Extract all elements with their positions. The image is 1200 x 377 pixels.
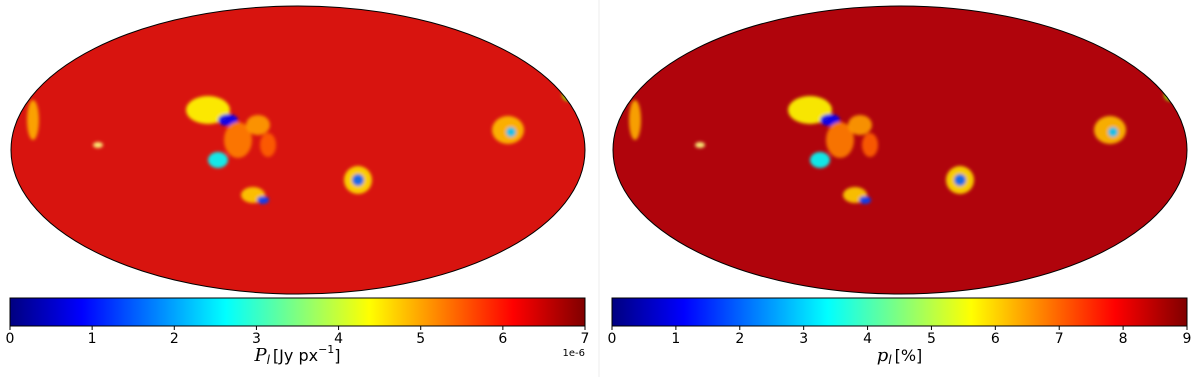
colorbar-tick-label: 6 bbox=[991, 331, 1000, 347]
colorbar-tick-label: 0 bbox=[6, 331, 15, 347]
colorbar-tick-label: 2 bbox=[735, 331, 744, 347]
map-feature bbox=[810, 152, 830, 168]
map-feature bbox=[246, 115, 270, 135]
map-feature bbox=[848, 115, 872, 135]
colorbar-label: pl [%] bbox=[877, 345, 923, 367]
map-feature bbox=[218, 114, 238, 126]
colorbar-tick-label: 4 bbox=[334, 331, 343, 347]
sky-map bbox=[11, 6, 585, 294]
map-structure bbox=[27, 89, 574, 204]
colorbar-tick-label: 1 bbox=[88, 331, 97, 347]
map-feature bbox=[954, 174, 966, 186]
label-subscript: l bbox=[267, 353, 271, 367]
map-feature bbox=[208, 152, 228, 168]
sky-map bbox=[613, 6, 1187, 294]
colorbar bbox=[9, 297, 586, 327]
label-symbol: p bbox=[877, 345, 889, 366]
label-close: ] bbox=[334, 346, 340, 365]
map-feature bbox=[257, 196, 269, 204]
colorbar bbox=[611, 297, 1188, 327]
map-feature bbox=[862, 133, 878, 157]
colorbar-tick-label: 2 bbox=[170, 331, 179, 347]
colorbar-tick-label: 9 bbox=[1183, 331, 1192, 347]
map-feature bbox=[826, 122, 854, 158]
colorbar-tick-label: 7 bbox=[581, 331, 590, 347]
colorbar-tick-label: 5 bbox=[927, 331, 936, 347]
map-feature bbox=[27, 100, 39, 140]
map-feature bbox=[820, 114, 840, 126]
map-feature bbox=[629, 100, 641, 140]
label-exponent: −1 bbox=[318, 343, 334, 356]
map-outline bbox=[612, 5, 1188, 295]
colorbar-tick-label: 7 bbox=[1055, 331, 1064, 347]
map-feature bbox=[260, 133, 276, 157]
colorbar-tick-label: 3 bbox=[252, 331, 261, 347]
map-feature bbox=[788, 96, 832, 124]
colorbar-offset: 1e-6 bbox=[563, 348, 586, 359]
colorbar-tick-label: 1 bbox=[671, 331, 680, 347]
colorbar-tick-label: 5 bbox=[416, 331, 425, 347]
map-feature bbox=[186, 96, 230, 124]
map-feature bbox=[352, 174, 364, 186]
colorbar-tick-label: 8 bbox=[1119, 331, 1128, 347]
map-feature bbox=[93, 142, 103, 148]
colorbar-tick-label: 0 bbox=[608, 331, 617, 347]
map-feature bbox=[506, 127, 516, 137]
label-symbol: P bbox=[253, 345, 267, 366]
map-feature bbox=[695, 142, 705, 148]
map-feature bbox=[224, 122, 252, 158]
label-unit: [Jy px bbox=[273, 346, 318, 365]
label-unit: [% bbox=[895, 346, 916, 365]
colorbar-label: Pl [Jy px−1] bbox=[253, 343, 340, 367]
label-subscript: l bbox=[888, 353, 892, 367]
map-outline bbox=[10, 5, 586, 295]
colorbar-tick-label: 6 bbox=[498, 331, 507, 347]
map-feature bbox=[1108, 127, 1118, 137]
label-close: ] bbox=[916, 346, 922, 365]
colorbar-tick-label: 4 bbox=[863, 331, 872, 347]
map-feature bbox=[859, 196, 871, 204]
colorbar-tick-label: 3 bbox=[799, 331, 808, 347]
